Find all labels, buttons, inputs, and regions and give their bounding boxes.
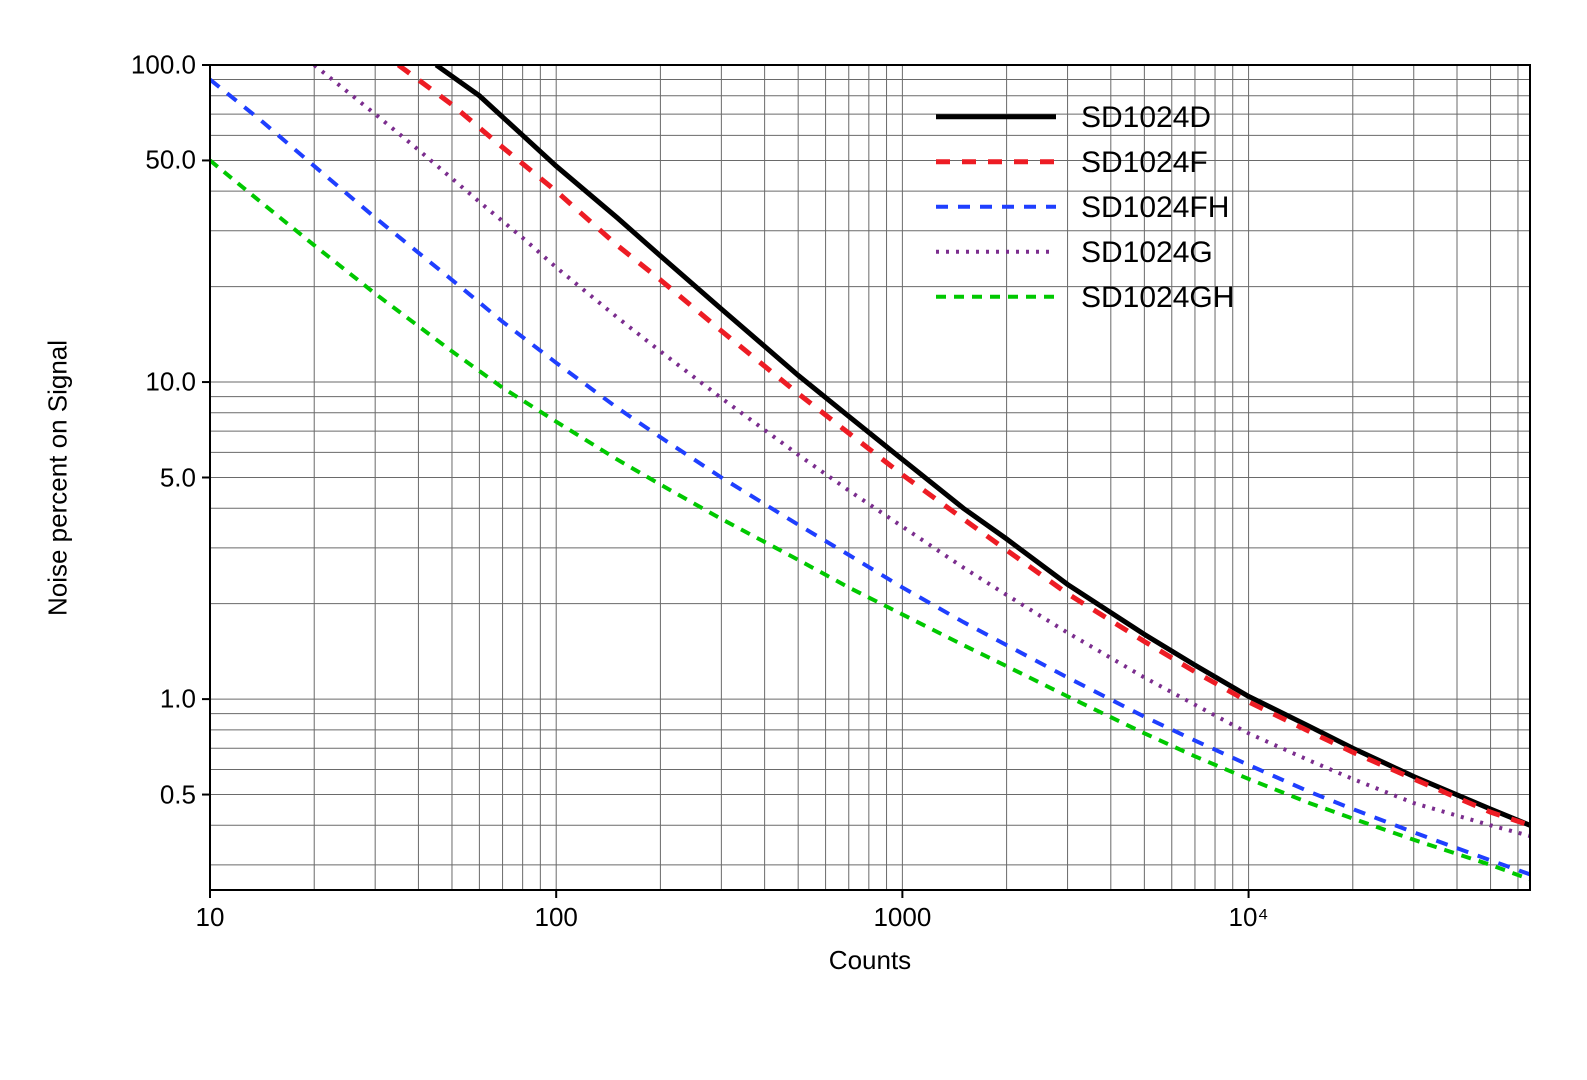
tick-label: 100.0 — [131, 50, 196, 81]
tick-label: 5.0 — [160, 462, 196, 493]
tick-label: 50.0 — [145, 145, 196, 176]
legend-label: SD1024G — [1081, 236, 1213, 269]
legend-label: SD1024FH — [1081, 191, 1229, 224]
tick-label: 10.0 — [145, 367, 196, 398]
x-axis-label: Counts — [829, 945, 911, 976]
tick-label: 10 — [196, 902, 225, 933]
tick-label: 0.5 — [160, 779, 196, 810]
legend-label: SD1024GH — [1081, 281, 1234, 314]
tick-label: 1000 — [873, 902, 931, 933]
tick-label: 1.0 — [160, 684, 196, 715]
tick-label: 10⁴ — [1229, 902, 1269, 933]
legend-label: SD1024D — [1081, 101, 1211, 134]
tick-label: 100 — [534, 902, 577, 933]
chart-container: SD1024D SD1024F SD1024FH SD1024G SD1024GH No… — [40, 40, 1547, 1040]
noise-chart: SD1024D SD1024F SD1024FH SD1024G SD1024GH — [40, 40, 1587, 1035]
legend-label: SD1024F — [1081, 146, 1208, 179]
y-axis-label: Noise percent on Signal — [43, 339, 74, 615]
